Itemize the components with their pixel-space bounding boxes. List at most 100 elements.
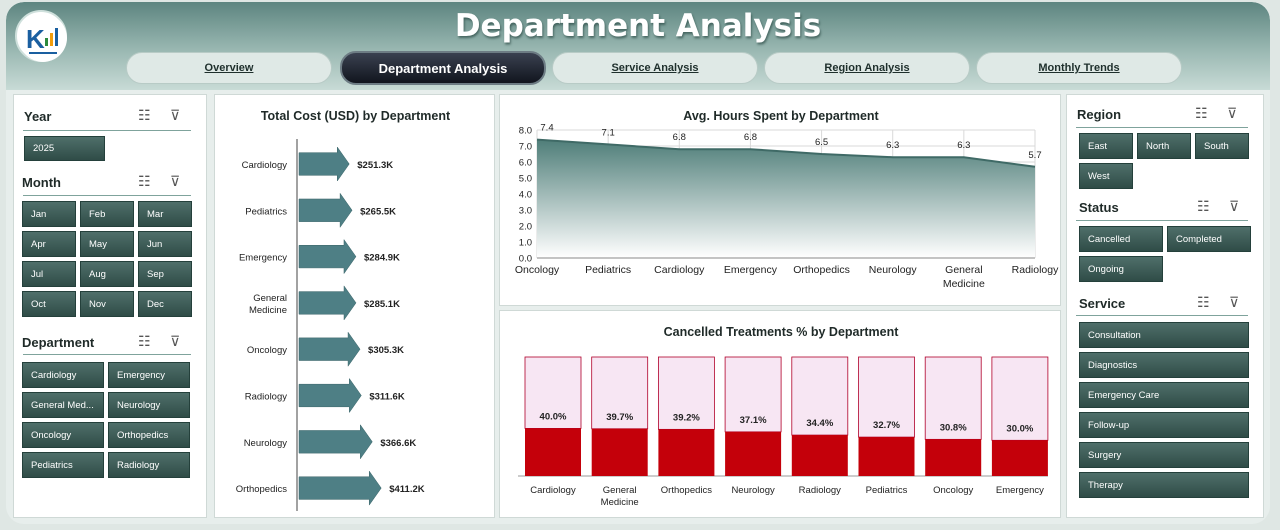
slicer-button-sep[interactable]: Sep — [138, 261, 192, 287]
remainder-bar — [791, 356, 849, 436]
x-tick-label: Emergency — [996, 485, 1044, 496]
tab-service-analysis[interactable]: Service Analysis — [552, 52, 758, 84]
data-label: $305.3K — [368, 345, 404, 356]
clear-filter-icon[interactable]: ⊽ — [170, 107, 181, 123]
cost-bar — [298, 470, 382, 506]
cancelled-bar — [858, 437, 915, 476]
year-slicer-title: Year — [24, 109, 52, 124]
multi-select-icon[interactable]: ☷ — [138, 107, 151, 123]
multi-select-icon[interactable]: ☷ — [138, 173, 151, 189]
data-label: 39.2% — [673, 412, 700, 423]
data-label: 32.7% — [873, 420, 900, 431]
data-label: 34.4% — [806, 418, 833, 429]
y-tick-label: 3.0 — [519, 206, 532, 217]
logo: K — [15, 10, 67, 62]
category-label: Oncology — [247, 345, 287, 356]
y-tick-label: 7.0 — [519, 142, 532, 153]
slicer-button-orthopedics[interactable]: Orthopedics — [108, 422, 190, 448]
category-label: Medicine — [249, 305, 287, 316]
divider — [23, 130, 191, 131]
area-fill — [537, 139, 1035, 258]
slicer-button-apr[interactable]: Apr — [22, 231, 76, 257]
chart-title: Avg. Hours Spent by Department — [683, 109, 879, 123]
slicer-button-dec[interactable]: Dec — [138, 291, 192, 317]
clear-filter-icon[interactable]: ⊽ — [1229, 198, 1240, 214]
tab-overview[interactable]: Overview — [126, 52, 332, 84]
slicer-button-south[interactable]: South — [1195, 133, 1249, 159]
multi-select-icon[interactable]: ☷ — [138, 333, 151, 349]
divider — [1076, 220, 1248, 221]
slicer-button-follow-up[interactable]: Follow-up — [1079, 412, 1249, 438]
slicer-button-oct[interactable]: Oct — [22, 291, 76, 317]
data-label: $366.6K — [380, 438, 416, 449]
category-label: Radiology — [245, 392, 287, 403]
remainder-bar — [991, 356, 1049, 441]
cancelled-chart-panel: Cancelled Treatments % by Department 40.… — [499, 310, 1061, 518]
data-label: $251.3K — [357, 160, 393, 171]
slicer-button-west[interactable]: West — [1079, 163, 1133, 189]
slicer-button-north[interactable]: North — [1137, 133, 1191, 159]
clear-filter-icon[interactable]: ⊽ — [1227, 105, 1238, 121]
slicer-button-completed[interactable]: Completed — [1167, 226, 1251, 252]
month-slicer-title: Month — [22, 175, 61, 190]
slicer-button-jan[interactable]: Jan — [22, 201, 76, 227]
slicer-button-consultation[interactable]: Consultation — [1079, 322, 1249, 348]
slicer-button-feb[interactable]: Feb — [80, 201, 134, 227]
multi-select-icon[interactable]: ☷ — [1195, 105, 1208, 121]
slicer-button-nov[interactable]: Nov — [80, 291, 134, 317]
clear-filter-icon[interactable]: ⊽ — [170, 333, 181, 349]
slicer-button-ongoing[interactable]: Ongoing — [1079, 256, 1163, 282]
slicer-button-jul[interactable]: Jul — [22, 261, 76, 287]
cost-bar — [298, 377, 362, 414]
x-tick-label: Pediatrics — [866, 485, 908, 496]
cost-bar — [298, 146, 350, 182]
x-tick-label: Radiology — [799, 485, 841, 496]
slicer-button-mar[interactable]: Mar — [138, 201, 192, 227]
data-label: $265.5K — [360, 206, 396, 217]
avg-hours-chart-panel: Avg. Hours Spent by Department 0.0 1.0 2.0… — [499, 94, 1061, 306]
cost-bar — [298, 285, 357, 321]
x-tick-label: Medicine — [601, 497, 639, 508]
right-slicer-panel: Region ☷ ⊽ Status ☷ ⊽ Service ☷ ⊽ East No… — [1066, 94, 1264, 518]
status-slicer-title: Status — [1079, 200, 1119, 215]
year-2025-button[interactable]: 2025 — [24, 136, 105, 161]
x-tick-label: Cardiology — [530, 485, 576, 496]
y-tick-label: 2.0 — [519, 222, 532, 233]
data-label: 7.4 — [540, 123, 553, 134]
slicer-button-therapy[interactable]: Therapy — [1079, 472, 1249, 498]
tab-region-analysis[interactable]: Region Analysis — [764, 52, 970, 84]
data-label: 6.3 — [886, 140, 899, 151]
slicer-button-pediatrics[interactable]: Pediatrics — [22, 452, 104, 478]
tab-department-analysis[interactable]: Department Analysis — [340, 51, 546, 85]
divider — [23, 195, 191, 196]
category-label: Emergency — [239, 253, 287, 264]
divider — [1076, 315, 1248, 316]
slicer-button-emergency[interactable]: Emergency — [108, 362, 190, 388]
multi-select-icon[interactable]: ☷ — [1197, 294, 1210, 310]
slicer-button-may[interactable]: May — [80, 231, 134, 257]
divider — [1076, 127, 1248, 128]
slicer-button-cancelled[interactable]: Cancelled — [1079, 226, 1163, 252]
clear-filter-icon[interactable]: ⊽ — [1229, 294, 1240, 310]
y-tick-label: 5.0 — [519, 174, 532, 185]
slicer-button-general-med-[interactable]: General Med... — [22, 392, 104, 418]
left-slicer-panel: Year ☷ ⊽ 2025 Month ☷ ⊽ Department ☷ ⊽ J… — [13, 94, 207, 518]
slicer-button-surgery[interactable]: Surgery — [1079, 442, 1249, 468]
slicer-button-east[interactable]: East — [1079, 133, 1133, 159]
multi-select-icon[interactable]: ☷ — [1197, 198, 1210, 214]
slicer-button-oncology[interactable]: Oncology — [22, 422, 104, 448]
x-tick-label: Oncology — [515, 264, 560, 276]
slicer-button-diagnostics[interactable]: Diagnostics — [1079, 352, 1249, 378]
remainder-bar — [724, 356, 782, 433]
clear-filter-icon[interactable]: ⊽ — [170, 173, 181, 189]
slicer-button-neurology[interactable]: Neurology — [108, 392, 190, 418]
slicer-button-emergency-care[interactable]: Emergency Care — [1079, 382, 1249, 408]
slicer-button-aug[interactable]: Aug — [80, 261, 134, 287]
slicer-button-radiology[interactable]: Radiology — [108, 452, 190, 478]
cancelled-bar — [925, 439, 982, 476]
dashboard-frame: K Department Analysis Overview Departmen… — [6, 2, 1270, 524]
slicer-button-jun[interactable]: Jun — [138, 231, 192, 257]
slicer-button-cardiology[interactable]: Cardiology — [22, 362, 104, 388]
tab-monthly-trends[interactable]: Monthly Trends — [976, 52, 1182, 84]
